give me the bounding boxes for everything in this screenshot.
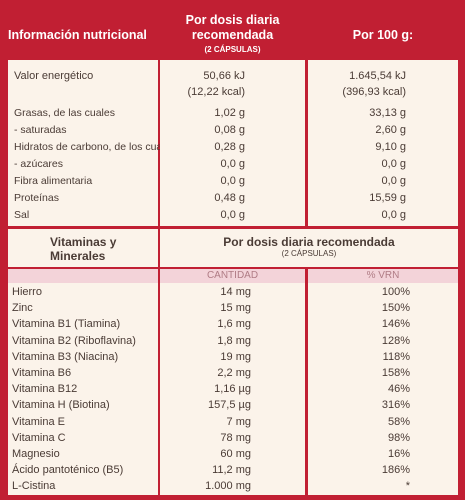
nutrition-row-label-5: Proteínas (14, 192, 59, 204)
vitamin-row-label-2: Vitamina B1 (Tiamina) (12, 318, 121, 331)
nutrition-row-per100-2: 9,10 g (375, 141, 406, 153)
vitamin-row-label-12: L-Cistina (12, 480, 56, 493)
vitamins-vrn-header: % VRN (308, 269, 458, 283)
vitamins-qty-column: CANTIDAD 14 mg 15 mg 1,6 mg 1,8 mg 19 mg 2,2 … (160, 269, 305, 495)
nutrition-row-per100-5: 15,59 g (369, 192, 406, 204)
vitamin-row-qty-2: 1,6 mg (217, 318, 251, 331)
nutrition-row-dose-6: 0,0 g (220, 209, 245, 221)
nutrition-row-per100-1: 2,60 g (375, 124, 406, 136)
energy-per100-kcal: (396,93 kcal) (342, 86, 406, 98)
nutrition-row-per100-0: 33,13 g (369, 107, 406, 119)
vitamin-row-label-6: Vitamina B12 (12, 383, 78, 396)
nutrition-row-per100-4: 0,0 g (381, 175, 406, 187)
vitamin-row-vrn-1: 150% (381, 302, 410, 315)
energy-label: Valor energético (14, 70, 94, 82)
vitamin-row-label-11: Ácido pantoténico (B5) (12, 464, 124, 477)
vitamins-header-dose-sub: (2 CÁPSULAS) (281, 249, 337, 258)
vitamins-header-title: Vitaminas y Minerales (50, 235, 117, 263)
vitamin-row-qty-8: 7 mg (226, 415, 251, 428)
energy-dose-kj: 50,66 kJ (203, 70, 245, 82)
nutrition-per100-column: 1.645,54 kJ (396,93 kcal) 33,13 g 2,60 g 9… (308, 60, 458, 226)
vitamins-header-col2: Por dosis diaria recomendada (2 CÁPSULAS… (160, 229, 458, 267)
vitamin-row-vrn-4: 118% (382, 350, 410, 363)
nutrition-dose-column: 50,66 kJ (12,22 kcal) 1,02 g 0,08 g 0,28 g… (160, 60, 305, 226)
vitamin-row-label-0: Hierro (12, 286, 42, 298)
nutrition-row-dose-3: 0,0 g (220, 158, 245, 170)
vitamin-row-qty-12: 1.000 mg (205, 480, 251, 493)
vitamin-row-label-1: Zinc (12, 302, 33, 315)
vitamins-vrn-column: % VRN 100% 150% 146% 128% 118% 158% 46% 316% 58%… (308, 269, 458, 495)
vitamins-label-band (8, 269, 158, 283)
nutrition-row-label-1: - saturadas (14, 124, 67, 136)
vitamin-row-qty-5: 2,2 mg (217, 367, 251, 379)
vitamin-row-qty-10: 60 mg (220, 448, 251, 460)
nutrition-row-label-6: Sal (14, 209, 30, 221)
vitamins-label-column: Hierro Zinc Vitamina B1 (Tiamina) Vitamina … (8, 269, 158, 495)
vitamin-row-label-4: Vitamina B3 (Niacina) (12, 350, 119, 363)
nutrition-header-col1: Información nutricional (8, 28, 147, 42)
vitamin-row-qty-4: 19 mg (220, 350, 251, 363)
vitamin-row-vrn-5: 158% (381, 367, 410, 379)
vitamin-row-vrn-0: 100% (381, 286, 410, 298)
vitamin-row-vrn-3: 128% (381, 334, 410, 347)
vitamins-qty-header: CANTIDAD (160, 269, 305, 283)
nutrition-row-label-3: - azúcares (14, 158, 64, 170)
vitamin-row-vrn-8: 58% (387, 415, 410, 428)
nutrition-row-label-4: Fibra alimentaria (14, 175, 93, 187)
vitamin-row-vrn-9: 98% (387, 431, 410, 444)
vitamin-row-qty-9: 78 mg (220, 431, 251, 444)
vitamin-row-vrn-11: 186% (381, 464, 410, 477)
vitamin-row-label-10: Magnesio (12, 448, 60, 460)
vitamin-row-vrn-2: 146% (381, 318, 410, 331)
vitamin-row-qty-0: 14 mg (220, 286, 251, 298)
vitamin-row-vrn-6: 46% (387, 383, 410, 396)
nutrition-row-dose-0: 1,02 g (214, 107, 245, 119)
vitamin-row-label-3: Vitamina B2 (Riboflavina) (12, 334, 136, 347)
nutrition-row-label-2: Hidratos de carbono, de los cuales (14, 141, 176, 153)
nutrition-label-column: Valor energético Grasas, de las cuales - … (8, 60, 176, 226)
nutrition-header-col2-sub: (2 CÁPSULAS) (204, 45, 261, 54)
nutrition-header-col2: Por dosis diaria recomendada (185, 13, 280, 42)
vitamin-row-qty-7: 157,5 µg (207, 399, 251, 412)
vitamin-row-vrn-12: * (405, 480, 410, 493)
nutrition-row-dose-5: 0,48 g (214, 192, 245, 204)
nutrition-row-label-0: Grasas, de las cuales (14, 107, 115, 119)
nutrition-header-col3: Por 100 g: (352, 28, 414, 42)
vitamin-row-vrn-10: 16% (387, 448, 410, 460)
nutrition-row-per100-6: 0,0 g (381, 209, 406, 221)
nutrition-row-dose-4: 0,0 g (220, 175, 245, 187)
nutrition-row-per100-3: 0,0 g (381, 158, 406, 170)
vitamin-row-qty-3: 1,8 mg (217, 334, 251, 347)
vitamin-row-label-5: Vitamina B6 (12, 367, 72, 379)
vitamin-row-qty-6: 1,16 µg (214, 383, 251, 396)
energy-per100-kj: 1.645,54 kJ (349, 70, 406, 82)
nutrition-row-dose-2: 0,28 g (214, 141, 245, 153)
energy-dose-kcal: (12,22 kcal) (187, 86, 245, 98)
vitamin-row-qty-1: 15 mg (220, 302, 251, 315)
vitamin-row-qty-11: 11,2 mg (212, 464, 251, 477)
vitamin-row-vrn-7: 316% (381, 399, 410, 412)
vitamins-header-dose: Por dosis diaria recomendada (223, 235, 395, 249)
vitamin-row-label-9: Vitamina C (12, 431, 66, 444)
vitamin-row-label-8: Vitamina E (12, 415, 65, 428)
vitamin-row-label-7: Vitamina H (Biotina) (12, 399, 110, 412)
vitamins-header-col1: Vitaminas y Minerales (8, 229, 158, 267)
nutrition-row-dose-1: 0,08 g (214, 124, 245, 136)
